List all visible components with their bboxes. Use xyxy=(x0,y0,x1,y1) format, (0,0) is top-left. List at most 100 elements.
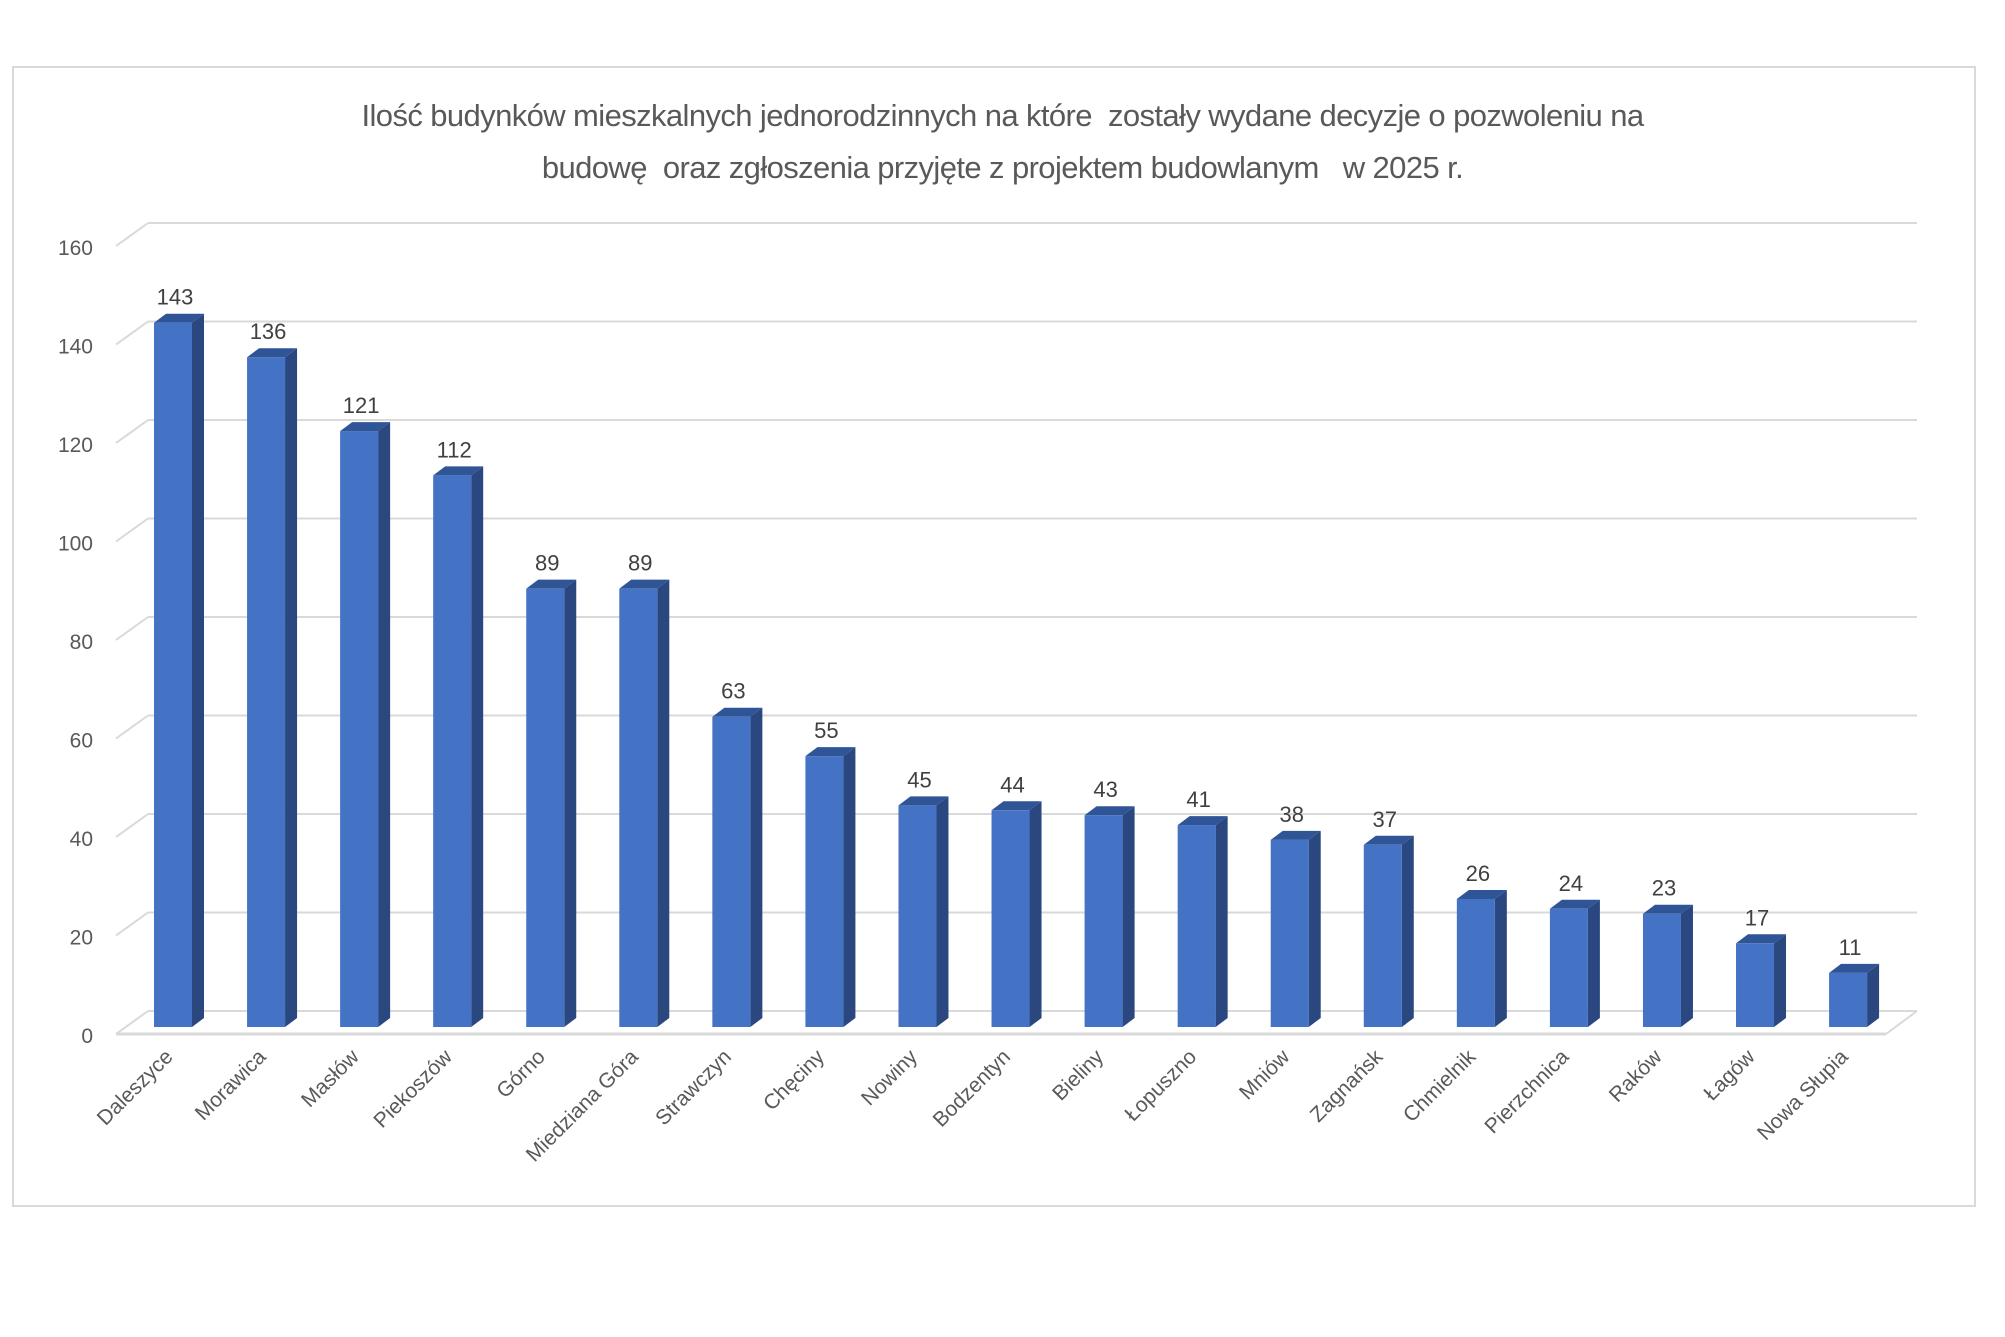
bar xyxy=(154,313,204,1028)
bar-top xyxy=(1549,899,1600,909)
bar-front xyxy=(619,588,658,1027)
bar-side xyxy=(1680,904,1693,1027)
data-label: 121 xyxy=(343,393,380,418)
bar-top xyxy=(247,348,298,358)
data-labels: 143 136 121 112 89 89 63 55 45 44 43 41 38 37 26 24 23 17… xyxy=(157,285,1862,960)
chart-title-line-2: budowę oraz zgłoszenia przyjęte z projek… xyxy=(541,150,1464,185)
x-tick-label: Zagnańsk xyxy=(1306,1045,1388,1127)
bar xyxy=(340,422,391,1027)
y-tick-label: 0 xyxy=(81,1025,93,1048)
bar-top xyxy=(1642,904,1693,914)
y-tick-label: 140 xyxy=(58,336,93,359)
bar-side xyxy=(564,579,577,1027)
bar-front xyxy=(805,756,844,1027)
gridline-diagonal xyxy=(115,813,149,838)
bar-front xyxy=(154,322,192,1028)
bar-top xyxy=(1270,830,1321,840)
bar-top xyxy=(1177,816,1228,826)
y-tick-label: 120 xyxy=(58,434,93,457)
floor-right-edge xyxy=(1885,1010,1918,1035)
x-tick-label: Daleszyce xyxy=(93,1045,178,1130)
bar-side xyxy=(1494,889,1507,1027)
bar-side xyxy=(192,313,204,1028)
gridline-diagonal xyxy=(115,517,149,543)
bar-side xyxy=(471,466,484,1027)
bar xyxy=(991,801,1042,1027)
data-label: 43 xyxy=(1093,777,1117,802)
bar xyxy=(1829,963,1880,1027)
bar-top xyxy=(1456,889,1507,899)
bar-side xyxy=(1774,934,1787,1027)
bar-front xyxy=(433,475,472,1027)
bar xyxy=(619,579,670,1027)
bar xyxy=(805,747,856,1027)
bar-top xyxy=(433,466,484,476)
bar-side xyxy=(1587,899,1600,1027)
bar-side xyxy=(1401,835,1414,1027)
x-tick-label: Chęciny xyxy=(759,1045,829,1115)
gridline-diagonal xyxy=(115,222,149,247)
bar xyxy=(1270,830,1321,1027)
bar-top xyxy=(619,579,670,589)
y-axis: 0 20 40 60 80 100 120 140 160 xyxy=(58,237,93,1048)
data-label: 89 xyxy=(535,551,559,576)
bar-front xyxy=(1642,913,1681,1027)
x-tick-label: Piekoszów xyxy=(369,1045,457,1133)
x-tick-label: Nowa Słupia xyxy=(1753,1045,1853,1145)
bar-side xyxy=(657,579,670,1027)
x-tick-label: Strawczyn xyxy=(651,1045,736,1130)
bar-front xyxy=(1829,972,1868,1027)
bar-front xyxy=(1363,844,1402,1027)
bar-top xyxy=(991,801,1042,811)
data-label: 37 xyxy=(1373,807,1397,832)
x-tick-label: Bodzentyn xyxy=(929,1045,1015,1131)
bar-front xyxy=(526,588,565,1027)
gridline-diagonal xyxy=(115,1010,149,1035)
x-tick-label: Nowiny xyxy=(857,1045,922,1110)
bar-top xyxy=(1084,806,1135,816)
bar-side xyxy=(1308,830,1321,1027)
bar xyxy=(433,466,484,1027)
data-label: 89 xyxy=(628,551,652,576)
data-label: 143 xyxy=(157,285,194,310)
bar-front xyxy=(1549,908,1588,1027)
x-axis: Daleszyce Morawica Masłów Piekoszów GórnoMie… xyxy=(93,1045,1853,1167)
bar-top xyxy=(1829,963,1880,973)
gridline-diagonal xyxy=(115,419,149,444)
bar xyxy=(526,579,577,1027)
x-tick-label: Chmielnik xyxy=(1399,1045,1481,1127)
data-label: 63 xyxy=(721,679,745,704)
x-tick-label: Masłów xyxy=(297,1045,364,1112)
gridline-diagonal xyxy=(115,714,149,740)
y-tick-label: 40 xyxy=(70,828,93,851)
data-label: 55 xyxy=(814,718,838,743)
bar-top xyxy=(712,707,763,717)
bar-side xyxy=(378,422,391,1027)
y-tick-label: 100 xyxy=(58,533,93,556)
x-tick-label: Łagów xyxy=(1700,1045,1761,1106)
data-label: 23 xyxy=(1652,876,1676,901)
bar xyxy=(1736,934,1787,1027)
gridline-diagonal xyxy=(115,616,149,641)
bar xyxy=(247,348,298,1027)
bar-front xyxy=(1456,898,1495,1027)
data-label: 11 xyxy=(1839,935,1862,960)
data-label: 17 xyxy=(1745,905,1769,930)
x-tick-label: Mniów xyxy=(1235,1045,1295,1105)
bar-front xyxy=(1177,825,1216,1027)
x-tick-label: Raków xyxy=(1605,1045,1667,1107)
x-tick-label: Bieliny xyxy=(1048,1045,1108,1105)
chart-title: Ilość budynków mieszkalnych jednorodzinn… xyxy=(0,90,2005,194)
data-label: 24 xyxy=(1559,871,1583,896)
y-tick-label: 60 xyxy=(70,730,93,753)
bar xyxy=(1642,904,1693,1027)
bar-side xyxy=(1215,816,1228,1027)
data-label: 41 xyxy=(1186,787,1210,812)
data-label: 112 xyxy=(437,437,472,462)
bar xyxy=(1456,889,1507,1027)
gridline-diagonal xyxy=(115,320,149,346)
chart-title-line-1: Ilość budynków mieszkalnych jednorodzinn… xyxy=(361,98,1645,133)
bar xyxy=(898,796,949,1027)
x-tick-label: Pierzchnica xyxy=(1480,1045,1573,1138)
bar-front xyxy=(898,805,937,1027)
